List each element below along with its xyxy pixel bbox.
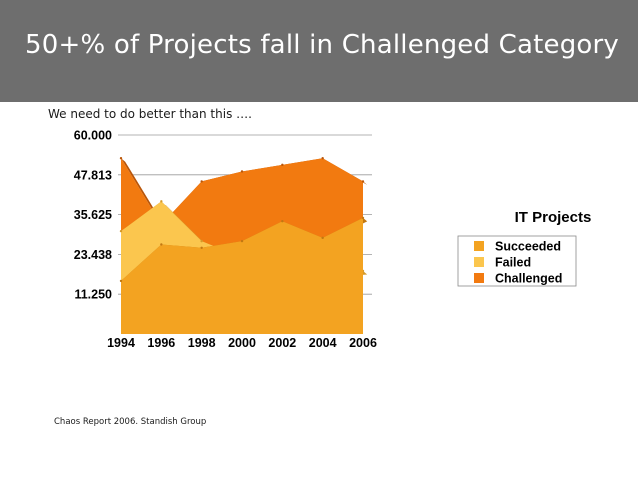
legend-swatch-succeeded <box>474 241 484 251</box>
succeeded-point-2006 <box>361 216 365 220</box>
succeeded-point-1998 <box>200 246 203 249</box>
slide-title: 50+% of Projects fall in Challenged Cate… <box>25 30 620 60</box>
y-tick-label: 35.625 <box>74 208 112 222</box>
legend-label-succeeded: Succeeded <box>495 240 561 254</box>
y-tick-label: 60.000 <box>74 129 112 143</box>
challenged-point-2004 <box>321 157 324 160</box>
legend-swatch-challenged <box>474 273 484 283</box>
challenged-point-2006 <box>361 180 365 183</box>
legend-label-failed: Failed <box>495 256 531 270</box>
x-tick-label: 1998 <box>188 336 216 350</box>
succeeded-point-2000 <box>240 239 244 243</box>
x-tick-label: 2002 <box>268 336 296 350</box>
y-tick-label: 11.250 <box>74 288 112 302</box>
challenged-point-2002 <box>281 163 284 167</box>
legend-swatch-failed <box>474 257 484 267</box>
succeeded-point-1994 <box>119 279 123 283</box>
legend: Succeeded Failed Challenged <box>457 235 577 287</box>
y-tick-label: 47.813 <box>74 168 112 182</box>
challenged-point-2000 <box>240 170 244 173</box>
succeeded-area <box>121 217 363 334</box>
failed-point-1994 <box>119 229 123 233</box>
source-note: Chaos Report 2006. Standish Group <box>54 417 207 427</box>
slide-subtitle: We need to do better than this …. <box>48 107 252 121</box>
x-axis: 1994 1996 1998 2000 2002 2004 2006 <box>107 336 377 350</box>
x-tick-label: 1994 <box>107 336 135 350</box>
succeeded-point-1996 <box>160 243 163 246</box>
x-tick-label: 2006 <box>349 336 377 350</box>
x-tick-label: 2004 <box>309 336 337 350</box>
challenged-point-1998 <box>200 180 203 183</box>
succeeded-point-2002 <box>281 220 284 223</box>
challenged-point-1994 <box>119 157 123 160</box>
y-axis: 60.000 47.813 35.625 23.438 11.250 <box>74 129 112 302</box>
y-tick-label: 23.438 <box>74 248 112 262</box>
x-tick-label: 2000 <box>228 336 256 350</box>
area-layer <box>119 157 368 334</box>
failed-point-1998 <box>200 239 203 243</box>
x-tick-label: 1996 <box>147 336 175 350</box>
legend-label-challenged: Challenged <box>495 272 562 286</box>
chart-title: IT Projects <box>515 209 592 226</box>
title-bar: 50+% of Projects fall in Challenged Cate… <box>0 0 638 102</box>
failed-point-1996 <box>160 200 163 203</box>
succeeded-point-2004 <box>321 236 324 240</box>
